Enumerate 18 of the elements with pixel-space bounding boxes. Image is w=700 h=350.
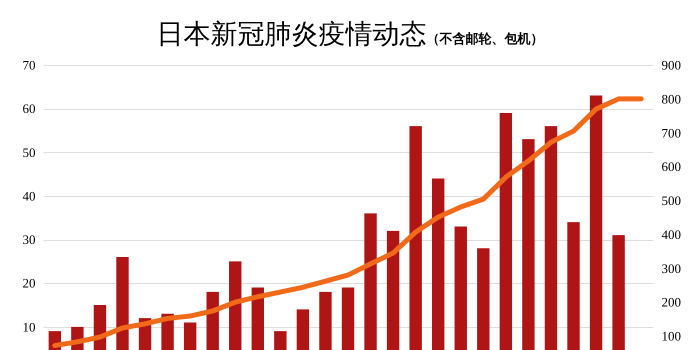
y-tick-label: 60 <box>22 101 36 116</box>
y2-tick-label: 900 <box>662 58 681 72</box>
y2-tick-label: 300 <box>662 260 681 276</box>
y2-tick-label: 400 <box>662 226 681 242</box>
y2-tick-label: 200 <box>662 294 681 310</box>
y2-tick-label: 700 <box>662 125 681 140</box>
y2-tick-label: 500 <box>662 193 681 208</box>
y2-tick-label: 600 <box>662 159 681 174</box>
y-tick-label: 40 <box>22 188 36 204</box>
y-tick-label: 50 <box>22 144 36 160</box>
y-tick-label: 30 <box>22 232 36 248</box>
y-tick-label: 20 <box>22 276 36 291</box>
chart-title: 日本新冠肺炎疫情动态 <box>156 19 426 49</box>
y2-tick-label: 800 <box>662 91 681 106</box>
chart-subtitle: （不含邮轮、包机） <box>426 31 544 46</box>
y2-tick-label: 100 <box>662 328 681 344</box>
y-tick-label: 10 <box>22 319 36 334</box>
y-tick-label: 70 <box>22 58 36 72</box>
